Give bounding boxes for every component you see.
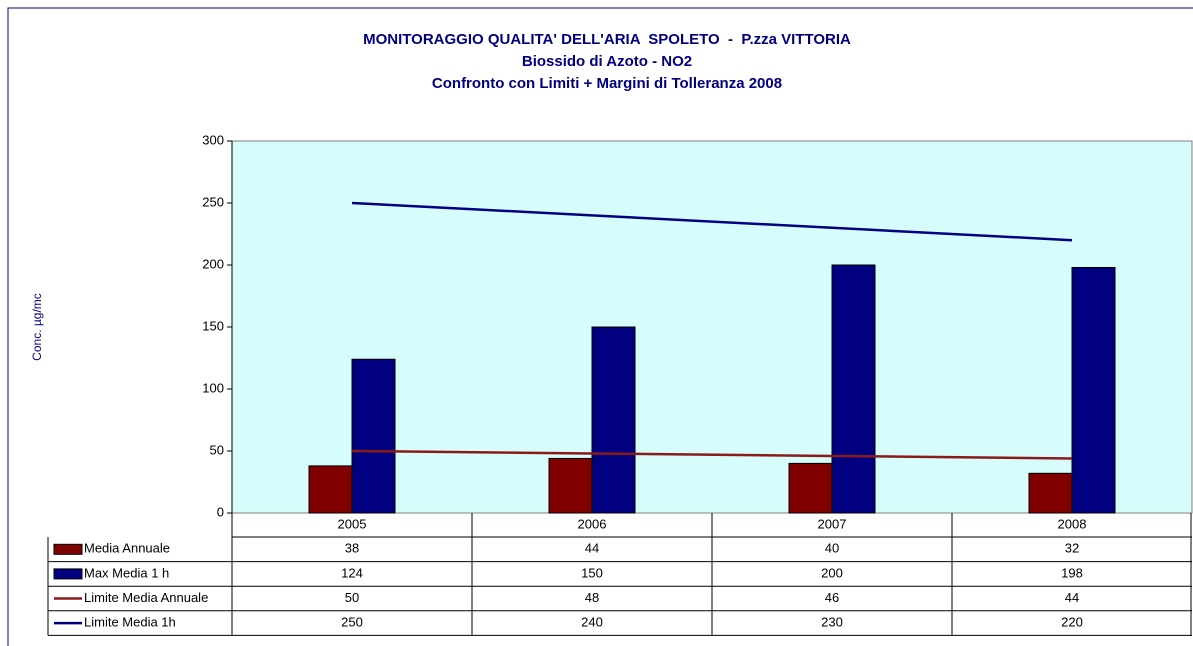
table-value: 124 — [341, 565, 363, 580]
y-tick-label: 50 — [210, 442, 224, 457]
x-tick-label: 2006 — [578, 516, 607, 531]
y-axis-label: Conc. µg/mc — [30, 293, 44, 361]
bar — [548, 457, 593, 514]
table-value: 32 — [1065, 541, 1079, 556]
bar — [1028, 472, 1073, 514]
chart-title: MONITORAGGIO QUALITA' DELL'ARIA SPOLETO … — [363, 31, 851, 48]
x-tick-label: 2005 — [338, 516, 367, 531]
table-value: 40 — [825, 541, 839, 556]
chart-subtitle: Confronto con Limiti + Margini di Toller… — [432, 75, 782, 92]
y-tick-label: 150 — [202, 318, 224, 333]
legend-label: Limite Media Annuale — [84, 590, 208, 605]
table-value: 220 — [1061, 615, 1083, 630]
chart-subtitle: Biossido di Azoto - NO2 — [522, 53, 692, 70]
bar — [831, 264, 876, 514]
legend-swatch — [53, 568, 83, 580]
table-value: 48 — [585, 590, 599, 605]
bar — [591, 326, 636, 514]
y-tick-label: 100 — [202, 380, 224, 395]
x-tick-label: 2007 — [818, 516, 847, 531]
line — [351, 201, 1073, 242]
x-tick-label: 2008 — [1058, 516, 1087, 531]
table-value: 46 — [825, 590, 839, 605]
bar — [1071, 266, 1116, 514]
table-value: 198 — [1061, 565, 1083, 580]
legend-label: Limite Media 1h — [84, 615, 176, 630]
table-value: 44 — [585, 541, 599, 556]
table-value: 250 — [341, 615, 363, 630]
table-value: 200 — [821, 565, 843, 580]
bar — [351, 358, 396, 514]
table-value: 38 — [345, 541, 359, 556]
y-tick-label: 300 — [202, 132, 224, 147]
bar — [788, 462, 833, 514]
table-value: 50 — [345, 590, 359, 605]
y-tick-label: 0 — [217, 504, 224, 519]
table-value: 230 — [821, 615, 843, 630]
y-tick-label: 250 — [202, 194, 224, 209]
legend-swatch — [53, 543, 83, 555]
legend-label: Max Media 1 h — [84, 565, 169, 580]
legend-label: Media Annuale — [84, 541, 170, 556]
table-value: 44 — [1065, 590, 1079, 605]
line — [351, 449, 1073, 460]
y-tick-label: 200 — [202, 256, 224, 271]
bar — [308, 465, 353, 514]
table-value: 240 — [581, 615, 603, 630]
table-value: 150 — [581, 565, 603, 580]
